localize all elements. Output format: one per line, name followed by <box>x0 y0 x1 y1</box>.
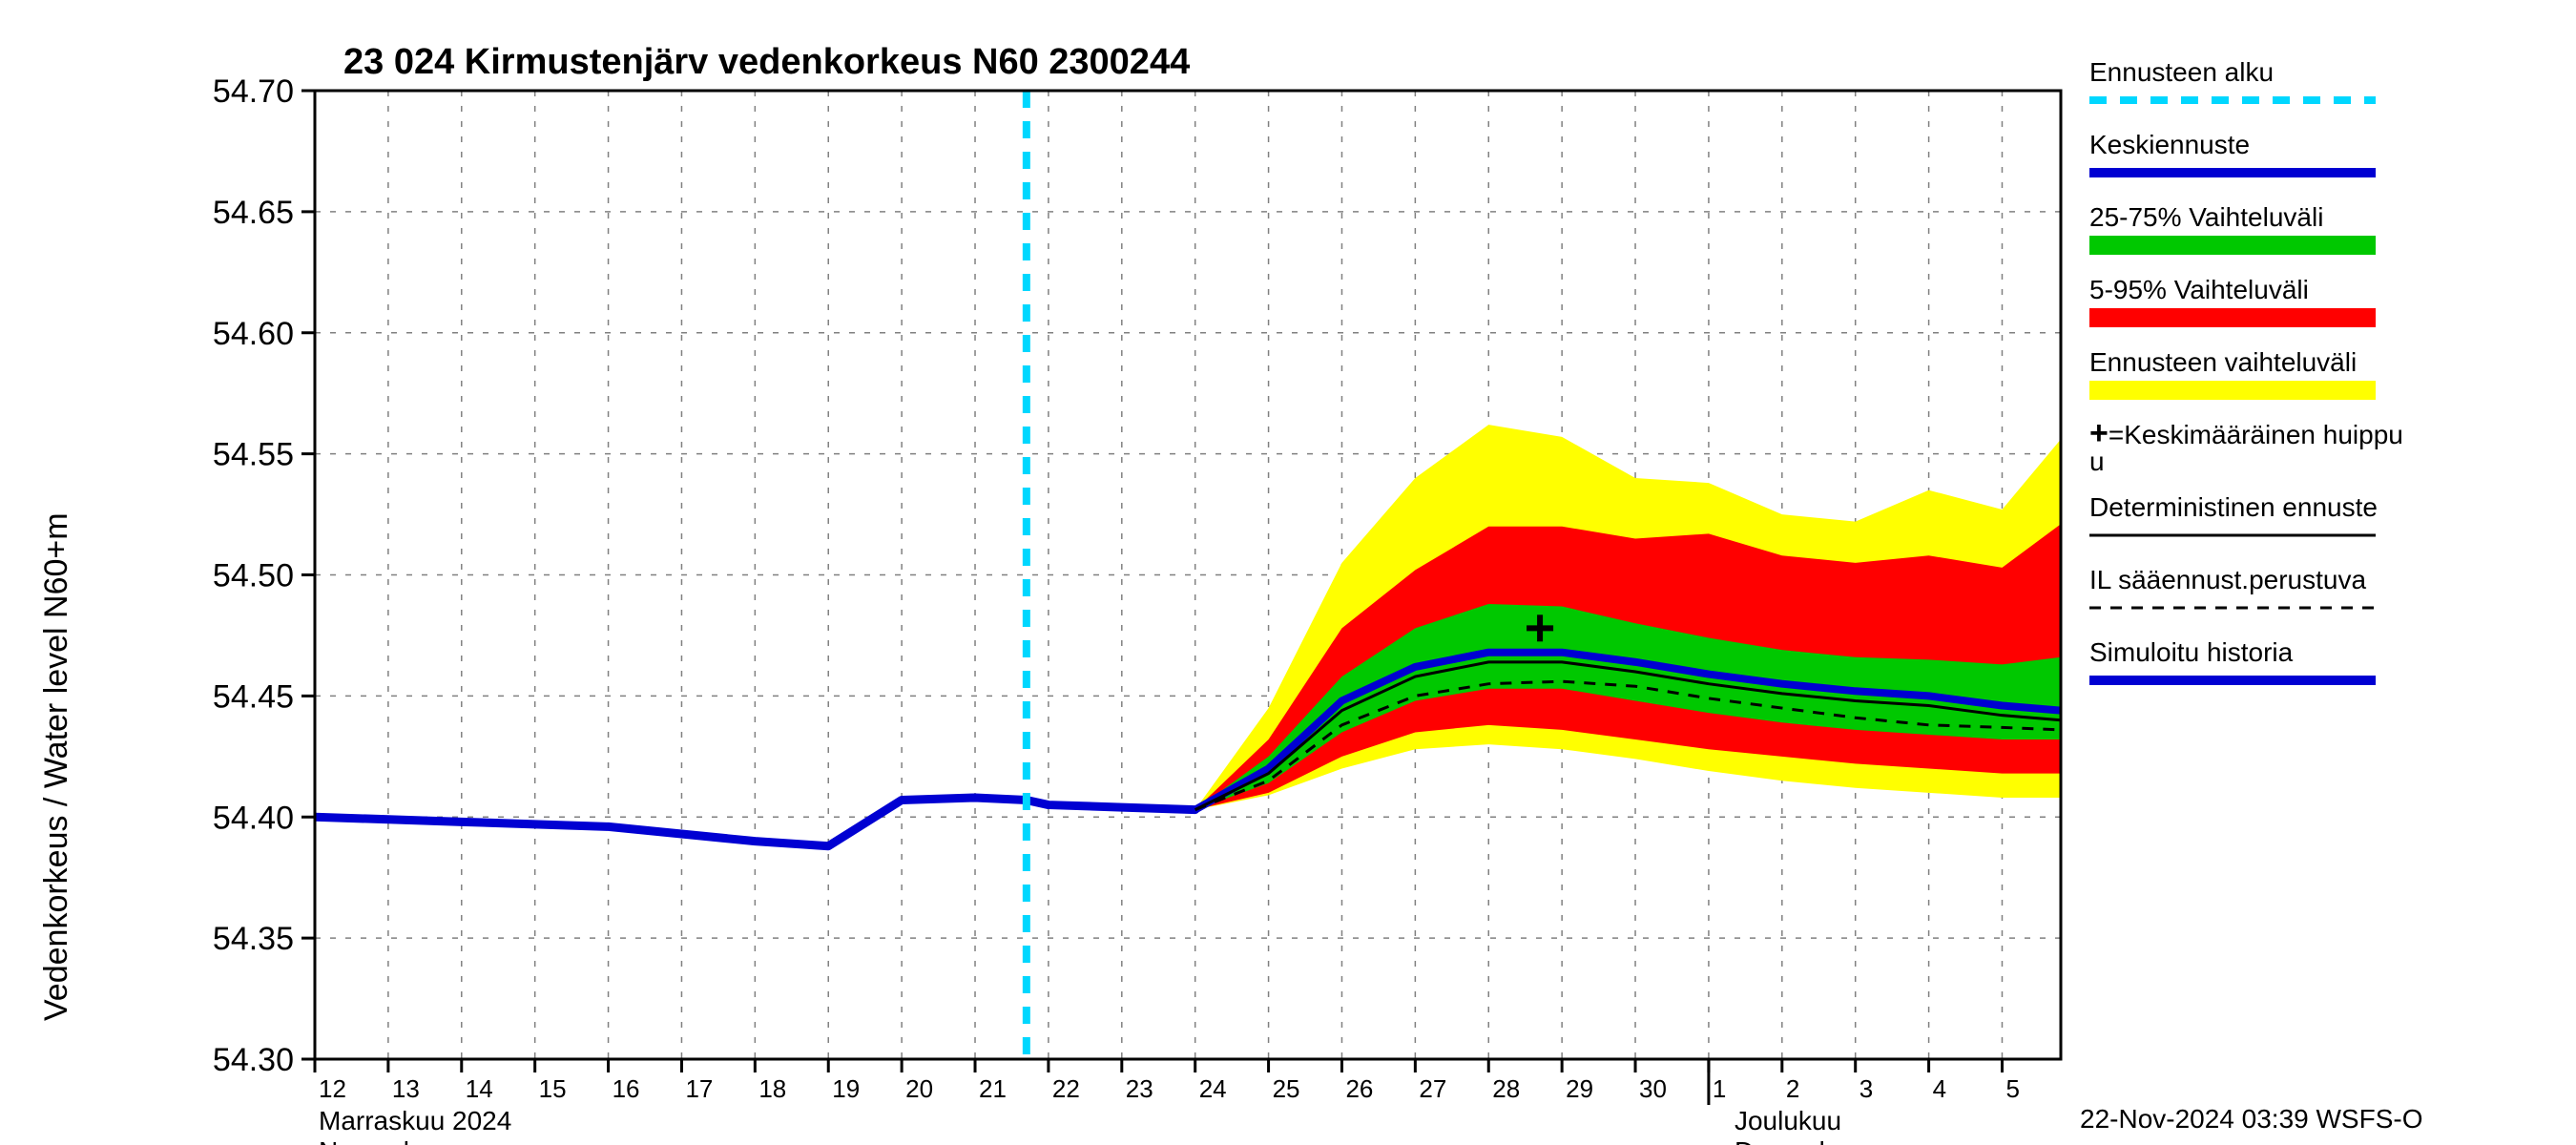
xtick-label: 20 <box>905 1074 933 1103</box>
xtick-label: 26 <box>1345 1074 1373 1103</box>
xtick-label: 23 <box>1126 1074 1153 1103</box>
xtick-label: 19 <box>832 1074 860 1103</box>
xtick-label: 13 <box>392 1074 420 1103</box>
ytick-label: 54.65 <box>213 195 294 231</box>
legend-label-full_range: Ennusteen vaihteluväli <box>2089 347 2357 377</box>
xtick-label: 2 <box>1786 1074 1799 1103</box>
xtick-label: 4 <box>1933 1074 1946 1103</box>
xtick-label: 25 <box>1273 1074 1300 1103</box>
legend-label-peak: +=Keskimääräinen huippu <box>2089 415 2403 451</box>
xtick-label: 17 <box>685 1074 713 1103</box>
month-label-fi-left: Marraskuu 2024 <box>319 1106 511 1135</box>
xtick-label: 12 <box>319 1074 346 1103</box>
footer-timestamp: 22-Nov-2024 03:39 WSFS-O <box>2080 1104 2423 1134</box>
chart-svg: 23 024 Kirmustenjärv vedenkorkeus N60 23… <box>0 0 2576 1145</box>
legend-label-history: Simuloitu historia <box>2089 637 2294 667</box>
legend-label-det: Deterministinen ennuste <box>2089 492 2378 522</box>
ytick-label: 54.70 <box>213 73 294 110</box>
legend-label-il: IL sääennust.perustuva <box>2089 565 2366 594</box>
chart-container: 23 024 Kirmustenjärv vedenkorkeus N60 23… <box>0 0 2576 1145</box>
month-label-fi-right: Joulukuu <box>1735 1106 1841 1135</box>
legend-label-median: Keskiennuste <box>2089 130 2250 159</box>
xtick-label: 15 <box>539 1074 567 1103</box>
xtick-label: 18 <box>758 1074 786 1103</box>
legend-label-p25_75: 25-75% Vaihteluväli <box>2089 202 2323 232</box>
ytick-label: 54.40 <box>213 800 294 836</box>
xtick-label: 30 <box>1639 1074 1667 1103</box>
ytick-label: 54.35 <box>213 921 294 957</box>
ytick-label: 54.50 <box>213 558 294 594</box>
xtick-label: 14 <box>466 1074 493 1103</box>
month-label-en-right: December <box>1735 1136 1858 1145</box>
legend-label-p5_95: 5-95% Vaihteluväli <box>2089 275 2309 304</box>
xtick-label: 27 <box>1419 1074 1446 1103</box>
ytick-label: 54.30 <box>213 1042 294 1078</box>
ytick-label: 54.45 <box>213 678 294 715</box>
legend-label-forecast_start: Ennusteen alku <box>2089 57 2274 87</box>
chart-title: 23 024 Kirmustenjärv vedenkorkeus N60 23… <box>343 42 1190 82</box>
xtick-label: 22 <box>1052 1074 1080 1103</box>
xtick-label: 16 <box>613 1074 640 1103</box>
xtick-label: 1 <box>1713 1074 1726 1103</box>
xtick-label: 29 <box>1566 1074 1593 1103</box>
month-label-en-left: November <box>319 1136 442 1145</box>
xtick-label: 21 <box>979 1074 1007 1103</box>
y-axis-label: Vedenkorkeus / Water level N60+m <box>38 512 74 1021</box>
legend-swatch-full_range <box>2089 381 2376 400</box>
xtick-label: 3 <box>1859 1074 1873 1103</box>
ytick-label: 54.55 <box>213 437 294 473</box>
legend-swatch-p5_95 <box>2089 308 2376 327</box>
ytick-label: 54.60 <box>213 316 294 352</box>
xtick-label: 24 <box>1199 1074 1227 1103</box>
legend-label-peak-wrap: u <box>2089 447 2105 476</box>
legend-swatch-p25_75 <box>2089 236 2376 255</box>
xtick-label: 5 <box>2005 1074 2019 1103</box>
xtick-label: 28 <box>1492 1074 1520 1103</box>
